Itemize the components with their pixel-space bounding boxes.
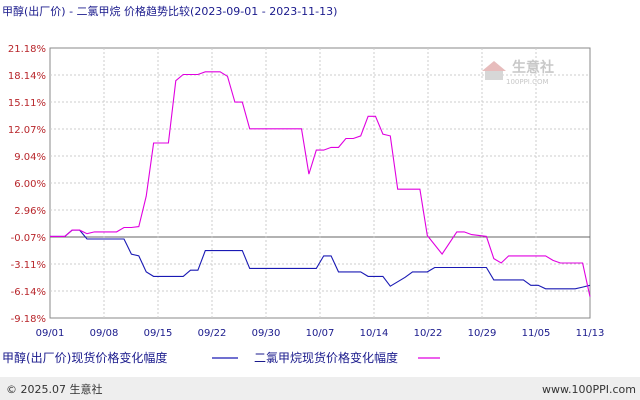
x-tick-label: 11/13	[576, 328, 605, 339]
footer-site-link[interactable]: www.100PPI.com	[542, 383, 636, 396]
legend-label-dcm: 二氯甲烷现货价格变化幅度	[254, 350, 398, 365]
series-line-dcm	[50, 71, 591, 297]
y-tick-label: -0.07%	[11, 233, 46, 244]
legend-label-methanol: 甲醇(出厂价)现货价格变化幅度	[2, 350, 167, 365]
y-tick-label: 21.18%	[8, 44, 46, 55]
x-tick-label: 10/14	[360, 328, 389, 339]
y-tick-label: 9.04%	[14, 152, 46, 163]
watermark-house-icon	[482, 61, 506, 71]
y-tick-label: 18.14%	[8, 71, 46, 82]
legend: 甲醇(出厂价)现货价格变化幅度 二氯甲烷现货价格变化幅度	[2, 350, 440, 365]
y-tick-label: 12.07%	[8, 125, 46, 136]
chart-title: 甲醇(出厂价) - 二氯甲烷 价格趋势比较(2023-09-01 - 2023-…	[2, 4, 337, 18]
x-tick-label: 10/22	[414, 328, 443, 339]
watermark-house-body	[485, 71, 503, 80]
footer-bar	[0, 377, 640, 400]
y-tick-label: -9.18%	[11, 314, 46, 325]
y-axis-ticks: 21.18% 18.14% 15.11% 12.07% 9.04% 6.00% 2.96% -…	[8, 44, 46, 325]
series-line-methanol	[50, 229, 591, 290]
x-tick-label: 09/22	[198, 328, 227, 339]
x-axis-ticks: 09/01 09/08 09/15 09/22 09/30 10/07 10/14 10/22…	[36, 328, 605, 339]
x-tick-label: 09/08	[90, 328, 119, 339]
footer-copyright: © 2025.07 生意社	[6, 382, 102, 396]
x-tick-label: 10/07	[306, 328, 335, 339]
series-layer	[50, 71, 591, 297]
y-tick-label: -6.14%	[11, 287, 46, 298]
y-tick-label: 15.11%	[8, 98, 46, 109]
watermark-site: 100PPI.COM	[506, 78, 549, 86]
x-tick-label: 09/01	[36, 328, 65, 339]
y-tick-label: 2.96%	[14, 206, 46, 217]
y-tick-label: -3.11%	[11, 260, 46, 271]
watermark-logo: 生意社 100PPI.COM	[482, 59, 554, 86]
x-tick-label: 09/15	[144, 328, 173, 339]
x-tick-label: 11/05	[522, 328, 551, 339]
y-tick-label: 6.00%	[14, 179, 46, 190]
watermark-name: 生意社	[512, 59, 554, 76]
x-tick-label: 09/30	[252, 328, 281, 339]
x-tick-label: 10/29	[468, 328, 497, 339]
